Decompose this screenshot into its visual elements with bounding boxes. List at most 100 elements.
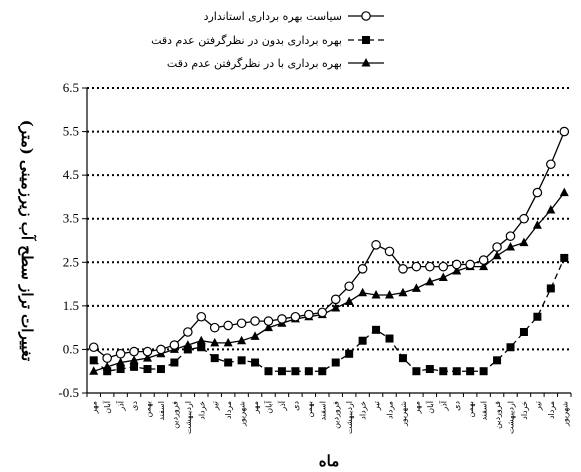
data-point	[398, 264, 408, 274]
plot-area	[87, 87, 571, 376]
x-tick-label: فروردین	[170, 401, 179, 429]
x-tick-label: مرداد	[224, 401, 233, 419]
series-1	[88, 126, 570, 363]
x-tick-label: خرداد	[197, 401, 206, 420]
data-point	[263, 316, 274, 326]
data-point	[196, 311, 207, 322]
data-point	[372, 325, 381, 334]
data-point	[223, 337, 233, 347]
legend-marker	[361, 11, 371, 21]
data-point	[506, 343, 515, 352]
data-point	[251, 358, 260, 367]
legend-item: بهره برداری بدون در نظرگرفتن عدم دقت	[151, 34, 384, 47]
data-point	[451, 259, 462, 270]
x-tick-label: تیر	[533, 401, 542, 411]
data-point	[519, 328, 528, 336]
x-tick-label: آذر	[277, 400, 287, 411]
x-tick-label: اسفند	[480, 401, 489, 421]
data-point	[385, 334, 394, 343]
x-tick-label: مرداد	[386, 401, 395, 419]
data-point	[452, 266, 462, 275]
legend-item: سیاست بهره برداری استاندارد	[204, 10, 384, 23]
data-point	[197, 343, 206, 352]
data-point	[546, 205, 556, 214]
data-point	[479, 261, 489, 271]
data-point	[102, 353, 112, 363]
legend-item: بهره برداری با در نظرگرفتن عدم دقت	[167, 57, 384, 70]
x-tick-label: اردیبهشت	[345, 401, 354, 434]
data-point	[183, 345, 192, 354]
data-point	[330, 294, 341, 305]
data-point	[318, 367, 327, 376]
y-axis-label: تغییرات تراز سطح آب زیرزمینی (متر)	[18, 120, 37, 361]
data-point	[130, 362, 139, 371]
x-tick-label: دی	[453, 401, 462, 411]
y-tick-label: 6.5	[63, 80, 79, 95]
x-tick-label: شهریور	[238, 401, 247, 427]
x-tick-label: اسفند	[157, 401, 166, 421]
y-tick-label: 3.5	[63, 211, 79, 226]
x-tick-label: آبان	[264, 400, 274, 414]
data-point	[546, 159, 556, 170]
legend-label: بهره برداری بدون در نظرگرفتن عدم دقت	[151, 34, 342, 47]
data-point	[345, 349, 354, 358]
data-point	[129, 355, 139, 364]
data-point	[478, 255, 489, 265]
data-point	[156, 344, 166, 355]
data-point	[304, 367, 313, 376]
x-tick-label: آبان	[425, 400, 435, 414]
x-tick-label: دی	[291, 401, 300, 411]
y-tick-label: 0.5	[63, 341, 79, 356]
y-tick-label: 2.5	[63, 254, 79, 269]
data-point	[183, 327, 193, 337]
x-axis: مهر آبان آذر دی بهمن اسفند فروردین اردیبهشت خردا…	[86, 392, 572, 434]
data-point	[411, 283, 421, 292]
x-tick-label: خرداد	[359, 401, 368, 420]
data-point	[236, 318, 247, 329]
data-point	[466, 367, 475, 376]
data-point	[209, 322, 220, 333]
data-point	[398, 287, 408, 297]
x-tick-label: فروردین	[332, 401, 341, 429]
x-tick-label: تیر	[372, 401, 381, 411]
series-2	[89, 253, 569, 376]
y-tick-label: 4.5	[63, 167, 79, 182]
data-point	[129, 346, 139, 357]
data-point	[103, 367, 112, 376]
x-axis-label: ماه	[319, 452, 339, 470]
data-point	[331, 358, 340, 367]
data-point	[412, 367, 421, 376]
data-point	[304, 309, 314, 320]
data-point	[505, 231, 516, 241]
data-point	[102, 361, 112, 371]
x-tick-label: مهر	[90, 401, 99, 414]
data-point	[546, 284, 555, 293]
data-point	[452, 367, 461, 376]
data-point	[492, 250, 502, 260]
data-point	[250, 316, 260, 326]
data-point	[465, 259, 475, 270]
data-point	[143, 365, 152, 374]
legend-marker	[361, 58, 371, 67]
data-point	[371, 289, 381, 299]
data-point	[331, 303, 341, 312]
data-point	[506, 242, 515, 251]
data-point	[560, 253, 569, 262]
legend-marker	[362, 36, 370, 44]
data-point	[493, 356, 502, 365]
data-point	[519, 237, 529, 247]
x-tick-label: بهمن	[144, 401, 153, 418]
x-tick-label: اسفند	[318, 401, 327, 421]
x-tick-label: آذر	[116, 400, 126, 411]
data-point	[317, 307, 328, 318]
x-tick-label: آذر	[438, 400, 448, 411]
data-point	[290, 311, 301, 322]
data-point	[196, 335, 206, 345]
data-point	[425, 365, 434, 374]
x-tick-label: بهمن	[305, 401, 314, 418]
data-point	[224, 358, 233, 367]
data-point	[210, 337, 220, 347]
data-point	[358, 336, 367, 345]
y-tick-label: -0.5	[58, 385, 79, 400]
